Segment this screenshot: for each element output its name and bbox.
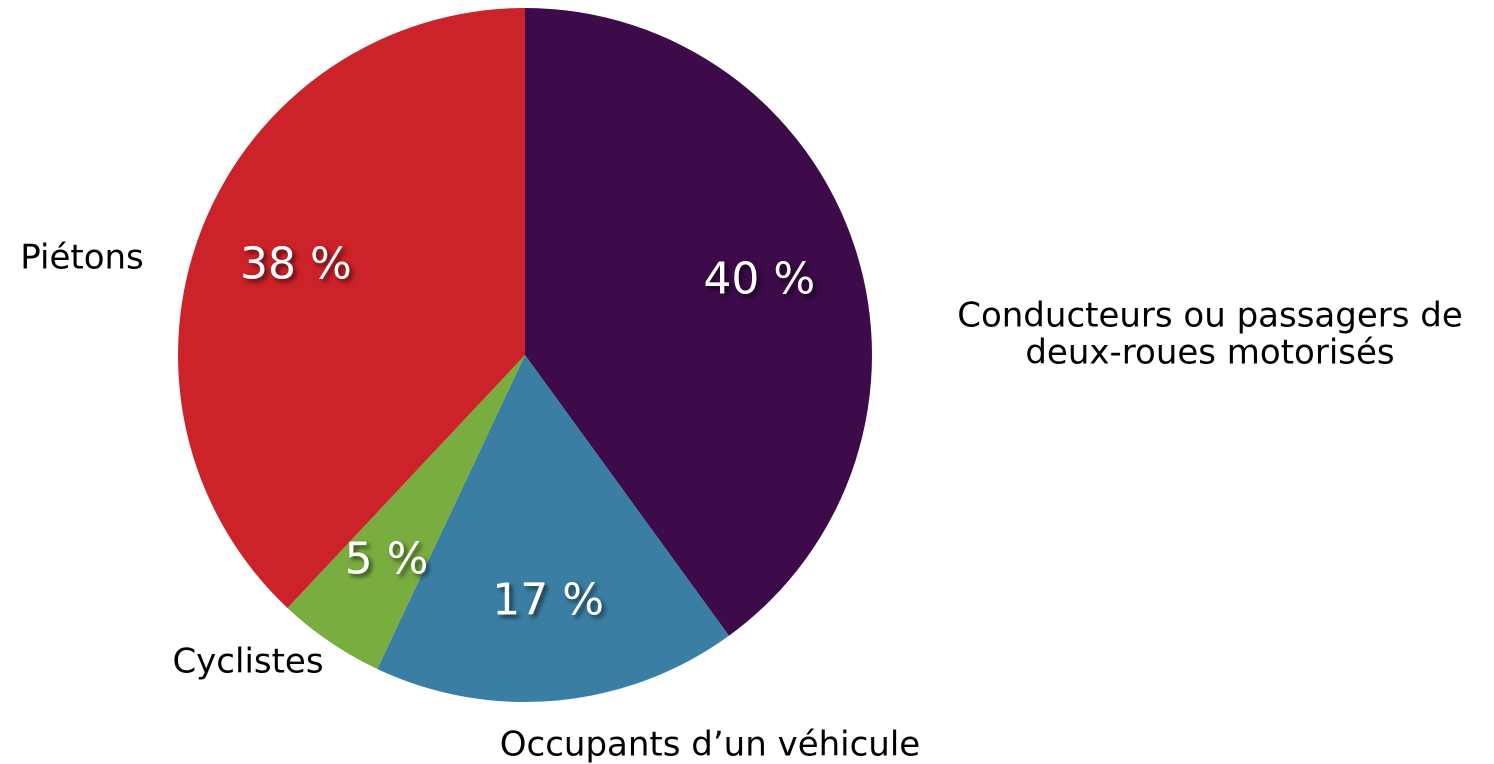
pie-slice (377, 355, 729, 702)
category-label: Occupants d’un véhicule (499, 724, 921, 764)
value-label: 5 % (344, 533, 429, 585)
value-label: 38 % (240, 238, 352, 290)
value-label: 40 % (703, 253, 816, 305)
category-label: Piétons (20, 237, 144, 278)
category-label: Conducteurs ou passagers de deux-roues m… (957, 295, 1463, 373)
category-label: Cyclistes (172, 641, 324, 682)
pie-slice (287, 355, 525, 669)
pie-slice (525, 8, 872, 636)
value-label: 17 % (492, 574, 605, 626)
pie-slice (178, 8, 525, 608)
